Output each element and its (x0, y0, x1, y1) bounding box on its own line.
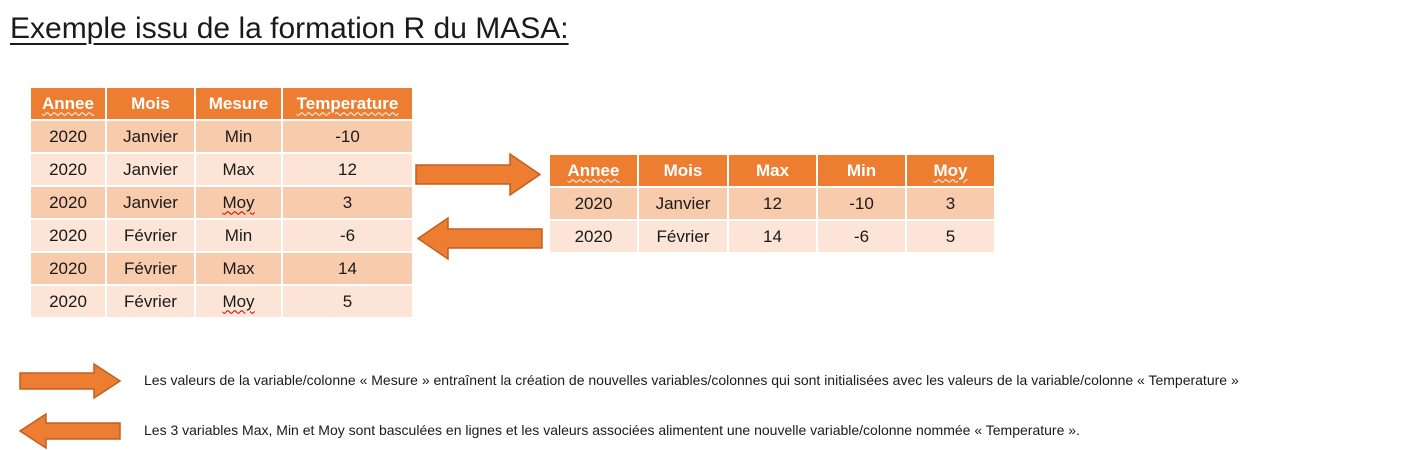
cell-temperature: 5 (283, 286, 412, 317)
table-row: 2020 Février Max 14 (31, 253, 412, 284)
cell-annee: 2020 (31, 286, 105, 317)
header-mois: Mois (639, 155, 727, 186)
header-annee: Annee (550, 155, 637, 186)
table-header-row: Annee Mois Max Min Moy (550, 155, 994, 186)
cell-mesure: Moy (196, 187, 281, 218)
legend-pivot-longer-text: Les 3 variables Max, Min et Moy sont bas… (144, 422, 1080, 438)
cell-annee: 2020 (31, 121, 105, 152)
cell-min: -10 (818, 188, 905, 219)
cell-moy: 5 (907, 221, 994, 252)
cell-mesure: Max (196, 253, 281, 284)
cell-annee: 2020 (31, 253, 105, 284)
cell-mois: Février (107, 220, 194, 251)
cell-mesure: Moy (196, 286, 281, 317)
cell-moy: 3 (907, 188, 994, 219)
arrow-left-icon (416, 216, 543, 261)
wide-format-table: Annee Mois Max Min Moy 2020 Janvier 12 -… (548, 153, 996, 254)
long-format-table: Annee Mois Mesure Temperature 2020 Janvi… (29, 86, 414, 319)
cell-mois: Janvier (639, 188, 727, 219)
header-mois: Mois (107, 88, 194, 119)
cell-temperature: -10 (283, 121, 412, 152)
cell-annee: 2020 (550, 188, 637, 219)
cell-annee: 2020 (31, 220, 105, 251)
cell-max: 12 (729, 188, 816, 219)
cell-annee: 2020 (550, 221, 637, 252)
header-moy: Moy (907, 155, 994, 186)
cell-temperature: 14 (283, 253, 412, 284)
cell-annee: 2020 (31, 154, 105, 185)
legend-arrow-left-icon (18, 412, 121, 450)
cell-mois: Janvier (107, 154, 194, 185)
cell-mesure: Max (196, 154, 281, 185)
table-row: 2020 Février Min -6 (31, 220, 412, 251)
cell-mesure: Min (196, 121, 281, 152)
cell-min: -6 (818, 221, 905, 252)
cell-temperature: 12 (283, 154, 412, 185)
arrow-right-icon (415, 152, 542, 197)
table-row: 2020 Janvier 12 -10 3 (550, 188, 994, 219)
table-row: 2020 Février Moy 5 (31, 286, 412, 317)
cell-mesure: Min (196, 220, 281, 251)
header-min: Min (818, 155, 905, 186)
cell-max: 14 (729, 221, 816, 252)
header-annee: Annee (31, 88, 105, 119)
page-title: Exemple issu de la formation R du MASA: (10, 12, 569, 45)
cell-mois: Février (107, 286, 194, 317)
header-temperature: Temperature (283, 88, 412, 119)
table-row: 2020 Janvier Moy 3 (31, 187, 412, 218)
header-max: Max (729, 155, 816, 186)
cell-temperature: -6 (283, 220, 412, 251)
legend-arrow-right-icon (19, 362, 122, 400)
cell-mois: Février (107, 253, 194, 284)
header-mesure: Mesure (196, 88, 281, 119)
table-header-row: Annee Mois Mesure Temperature (31, 88, 412, 119)
table-row: 2020 Janvier Max 12 (31, 154, 412, 185)
table-row: 2020 Janvier Min -10 (31, 121, 412, 152)
cell-mois: Janvier (107, 187, 194, 218)
cell-mois: Février (639, 221, 727, 252)
cell-mois: Janvier (107, 121, 194, 152)
table-row: 2020 Février 14 -6 5 (550, 221, 994, 252)
legend-pivot-wider-text: Les valeurs de la variable/colonne « Mes… (144, 372, 1239, 388)
cell-temperature: 3 (283, 187, 412, 218)
cell-annee: 2020 (31, 187, 105, 218)
